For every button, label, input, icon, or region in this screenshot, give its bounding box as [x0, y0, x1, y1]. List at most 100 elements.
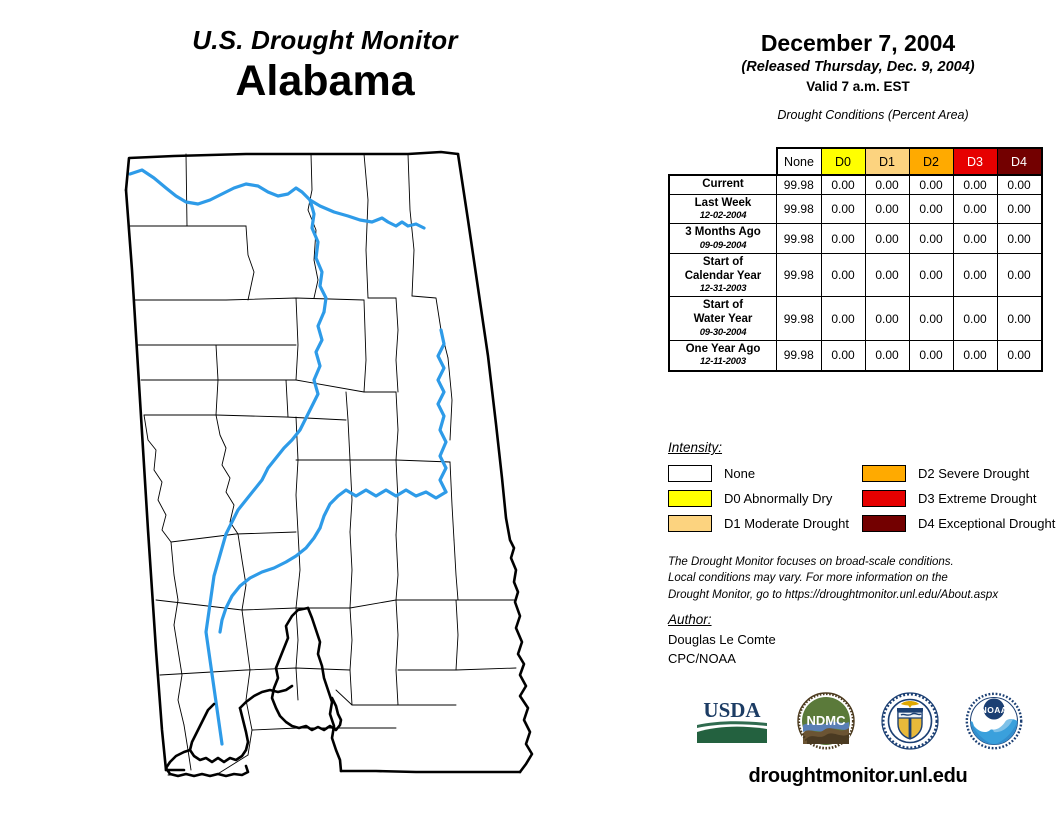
- date-block: December 7, 2004 (Released Thursday, Dec…: [660, 0, 1056, 94]
- row-label: Current: [668, 173, 777, 195]
- svg-text:NDMC: NDMC: [807, 713, 847, 728]
- cell-none: 99.98: [776, 253, 822, 298]
- legend-item: D1 Moderate Drought: [668, 511, 862, 536]
- site-url[interactable]: droughtmonitor.unl.edu: [748, 765, 968, 787]
- table-row: One Year Ago 12-11-2003 99.98 0.00 0.00 0.00 0…: [668, 339, 1043, 372]
- legend-label: D0 Abnormally Dry: [724, 491, 833, 506]
- legend-label: D3 Extreme Drought: [918, 491, 1037, 506]
- table-row: 3 Months Ago 09-09-2004 99.98 0.00 0.00 0.00 0…: [668, 223, 1043, 255]
- cell-d3: 0.00: [952, 253, 998, 298]
- cell-d3: 0.00: [952, 223, 998, 255]
- table-col-header-d3: D3: [952, 147, 998, 176]
- cell-d4: 0.00: [996, 193, 1043, 225]
- legend-columns: None D0 Abnormally Dry D1 Moderate Drought…: [668, 461, 1056, 536]
- cell-d0: 0.00: [820, 173, 866, 195]
- row-label: Start of Water Year 09-30-2004: [668, 296, 777, 341]
- author-name: Douglas Le Comte: [668, 632, 776, 647]
- state-outline: [124, 150, 534, 778]
- legend-item: D0 Abnormally Dry: [668, 486, 862, 511]
- row-label: Last Week 12-02-2004: [668, 193, 777, 225]
- cell-d2: 0.00: [908, 223, 954, 255]
- table-body: Current 99.98 0.00 0.00 0.00 0.00 0.00 Last Wee…: [668, 173, 1043, 372]
- author-affiliation: CPC/NOAA: [668, 650, 736, 666]
- table-row: Last Week 12-02-2004 99.98 0.00 0.00 0.00 0.00…: [668, 193, 1043, 225]
- table-header-row: None D0 D1 D2 D3 D4: [669, 147, 1043, 176]
- cell-d1: 0.00: [864, 223, 910, 255]
- cell-none: 99.98: [776, 223, 822, 255]
- ndmc-logo: NDMC: [797, 691, 855, 761]
- cell-d0: 0.00: [820, 223, 866, 255]
- legend-item: D3 Extreme Drought: [862, 486, 1056, 511]
- row-date: 09-30-2004: [699, 326, 747, 338]
- legend-swatch-left-2: [668, 515, 712, 532]
- right-panel: December 7, 2004 (Released Thursday, Dec…: [660, 0, 1056, 816]
- legend-item: None: [668, 461, 862, 486]
- alabama-drought-map[interactable]: [96, 130, 656, 810]
- legend-label: D2 Severe Drought: [918, 466, 1030, 481]
- cell-none: 99.98: [776, 173, 822, 195]
- legend-title: Intensity:: [668, 440, 723, 455]
- author-block: Author: Douglas Le Comte CPC/NOAA: [668, 612, 776, 669]
- map-date: December 7, 2004: [760, 30, 956, 56]
- drought-conditions-table: None D0 D1 D2 D3 D4 Current 99.98 0.00 0.00 0.00 0…: [668, 147, 1043, 372]
- cell-d4: 0.00: [996, 296, 1043, 341]
- legend-label: D4 Exceptional Drought: [918, 516, 1056, 531]
- noaa-logo: NOAA: [965, 692, 1023, 755]
- note-line-2: Local conditions may vary. For more info…: [668, 572, 948, 585]
- cell-d2: 0.00: [908, 173, 954, 195]
- table-row: Start of Calendar Year 12-31-2003 99.98 0.00…: [668, 253, 1043, 298]
- note-line-3: Drought Monitor, go to https://droughtmo…: [668, 588, 999, 601]
- page-title: U.S. Drought Monitor: [192, 25, 458, 55]
- cell-d4: 0.00: [996, 173, 1043, 195]
- valid-time: Valid 7 a.m. EST: [806, 79, 910, 95]
- row-date: 12-02-2004: [699, 210, 747, 222]
- county-boundaries: [128, 153, 517, 776]
- legend-swatch-right-2: [862, 515, 906, 532]
- row-date: 12-11-2003: [700, 356, 746, 368]
- legend-item: D4 Exceptional Drought: [862, 511, 1056, 536]
- cell-none: 99.98: [776, 296, 822, 341]
- cell-d2: 0.00: [908, 193, 954, 225]
- table-corner-cell: [669, 148, 777, 175]
- cell-d1: 0.00: [864, 253, 910, 298]
- cell-d2: 0.00: [908, 296, 954, 341]
- table-col-header-none: None: [775, 147, 822, 176]
- legend-label: D1 Moderate Drought: [724, 516, 850, 531]
- cell-d2: 0.00: [908, 253, 954, 298]
- cell-d3: 0.00: [952, 296, 998, 341]
- cell-d4: 0.00: [996, 223, 1043, 255]
- legend-column-right: D2 Severe Drought D3 Extreme Drought D4 Ex…: [862, 461, 1056, 536]
- legend-swatch-right-1: [862, 490, 906, 507]
- cell-d1: 0.00: [864, 296, 910, 341]
- legend-column-left: None D0 Abnormally Dry D1 Moderate Drought: [668, 461, 862, 536]
- cell-d3: 0.00: [952, 193, 998, 225]
- legend-swatch-right-0: [862, 465, 906, 482]
- row-label: One Year Ago 12-11-2003: [668, 339, 777, 372]
- cell-d2: 0.00: [908, 339, 954, 372]
- row-date: 09-09-2004: [699, 239, 747, 251]
- row-date: 12-31-2003: [699, 283, 747, 295]
- note-line-1: The Drought Monitor focuses on broad-sca…: [668, 556, 954, 568]
- legend-item: D2 Severe Drought: [862, 461, 1056, 486]
- author-label: Author:: [668, 612, 712, 627]
- rivers: [128, 168, 448, 746]
- cell-none: 99.98: [776, 193, 822, 225]
- row-label: 3 Months Ago 09-09-2004: [668, 223, 777, 255]
- cell-d4: 0.00: [996, 253, 1043, 298]
- cell-none: 99.98: [776, 339, 822, 372]
- table-col-header-d1: D1: [864, 147, 910, 176]
- table-col-header-d0: D0: [820, 147, 866, 176]
- title-block: U.S. Drought Monitor Alabama: [0, 26, 650, 105]
- cell-d0: 0.00: [820, 339, 866, 372]
- cell-d4: 0.00: [996, 339, 1043, 372]
- row-label: Start of Calendar Year 12-31-2003: [668, 253, 777, 298]
- disclaimer-notes: The Drought Monitor focuses on broad-sca…: [668, 554, 1056, 603]
- legend-label: None: [724, 466, 756, 481]
- cell-d0: 0.00: [820, 253, 866, 298]
- svg-text:USDA: USDA: [703, 698, 761, 722]
- partner-logos: USDA NDMC: [660, 688, 1056, 761]
- cell-d1: 0.00: [864, 193, 910, 225]
- map-state-fill: [126, 152, 526, 775]
- table-col-header-d2: D2: [908, 147, 954, 176]
- legend-swatch-left-1: [668, 490, 712, 507]
